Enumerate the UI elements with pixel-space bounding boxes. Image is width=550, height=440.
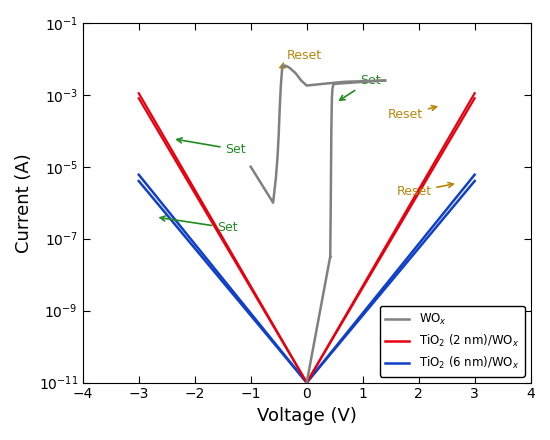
Y-axis label: Current (A): Current (A) [15,153,33,253]
Text: Set: Set [177,138,246,156]
Text: Set: Set [160,216,238,235]
Text: Reset: Reset [280,49,321,68]
Text: Reset: Reset [396,183,453,198]
Text: Set: Set [340,74,381,100]
Text: Reset: Reset [388,106,437,121]
Legend: WO$_x$, TiO$_2$ (2 nm)/WO$_x$, TiO$_2$ (6 nm)/WO$_x$: WO$_x$, TiO$_2$ (2 nm)/WO$_x$, TiO$_2$ (… [379,306,525,377]
X-axis label: Voltage (V): Voltage (V) [257,407,356,425]
